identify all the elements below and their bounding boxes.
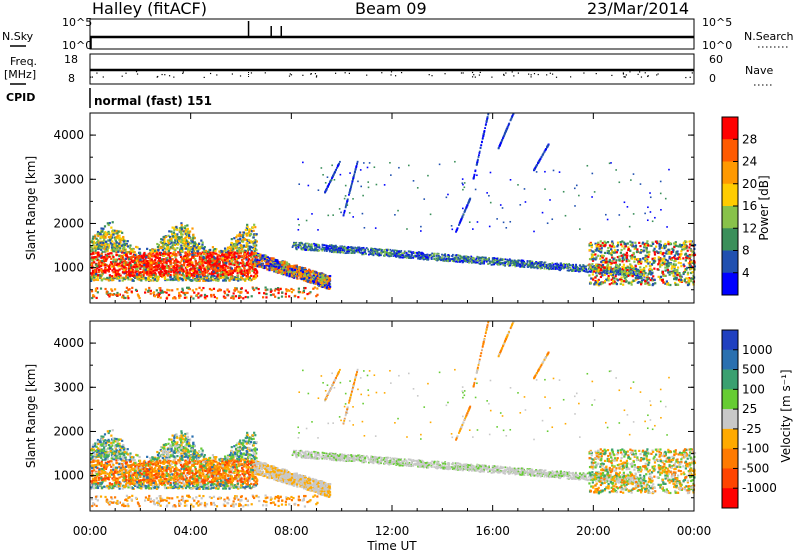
colorbar-swatch [722,369,738,390]
velocity-colorbar: 1000 500 100 25 -25 -100 -500 -1000 [721,329,777,509]
colorbar-tick-label: 100 [742,382,765,396]
x-tick-label: 00:00 [677,524,712,538]
colorbar-tick-label: 24 [742,155,757,169]
nave-tick-bottom: 0 [709,72,716,85]
y-tick-label: 1000 [53,261,84,275]
colorbar-swatch [722,409,738,430]
y-tick-label: 1000 [53,469,84,483]
velocity-colorbar-label: Velocity [m s⁻¹] [779,369,793,462]
nsearch-tick-top: 10^5 [702,16,732,29]
colorbar-swatch [722,272,738,296]
nsky-tick-top: 10^5 [62,16,92,29]
cpid-label: CPID [6,91,35,104]
x-tick-label: 04:00 [173,524,208,538]
colorbar-tick-label: 8 [742,244,750,258]
colorbar-tick-label: 500 [742,363,765,377]
nsky-trace [90,21,694,49]
colorbar-swatch [722,250,738,274]
colorbar-tick-label: 12 [742,221,757,235]
y-tick-label: 3000 [53,172,84,186]
freq-label: Freq. [10,55,37,68]
cpid-value: normal (fast) 151 [94,94,212,108]
y-tick-label: 2000 [53,424,84,438]
velocity-y-ticks: 1000 2000 3000 4000 [53,320,694,499]
x-tick-label: 16:00 [475,524,510,538]
nsky-tick-bottom: 10^0 [62,39,92,52]
freq-unit: [MHz] [4,68,36,81]
colorbar-swatch [722,228,738,251]
nave-label: Nave [745,64,773,77]
x-tick-label: 20:00 [576,524,611,538]
freq-trace [90,68,694,79]
colorbar-tick-label: 1000 [742,343,773,357]
power-colorbar-label: Power [dB] [757,175,771,240]
freq-tick-bottom: 8 [68,72,75,85]
colorbar-tick-label: 20 [742,177,757,191]
date-title: 23/Mar/2014 [587,0,689,18]
velocity-data [90,320,697,508]
colorbar-tick-label: 4 [742,266,750,280]
colorbar-swatch [722,468,738,489]
power-colorbar: 28 24 20 16 12 8 4 [721,116,757,296]
y-tick-label: 2000 [53,216,84,230]
colorbar-tick-label: 16 [742,199,757,213]
power-y-ticks: 1000 2000 3000 4000 [53,112,694,291]
x-tick-label: 00:00 [73,524,108,538]
power-ylabel: Slant Range [km] [24,156,38,260]
colorbar-swatch [722,389,738,410]
nave-tick-top: 60 [709,53,723,66]
x-tick-label: 12:00 [375,524,410,538]
freq-panel: Freq. [MHz] 18 8 60 0 Nave [4,53,773,86]
station-title: Halley (fitACF) [92,0,207,18]
beam-title: Beam 09 [355,0,427,18]
x-tick-label: 08:00 [274,524,309,538]
colorbar-swatch [722,428,738,449]
colorbar-swatch [722,117,738,140]
power-data [90,112,697,300]
colorbar-tick-label: 25 [742,402,757,416]
colorbar-swatch [722,349,738,370]
colorbar-tick-label: -500 [742,461,769,475]
nsky-panel: 10^5 10^0 N.Sky 10^5 10^0 N.Search [2,16,794,52]
colorbar-swatch [722,161,738,185]
colorbar-swatch [722,183,738,207]
nsearch-tick-bottom: 10^0 [702,39,732,52]
colorbar-tick-label: -25 [742,422,762,436]
y-tick-label: 3000 [53,380,84,394]
velocity-ylabel: Slant Range [km] [24,364,38,468]
velocity-panel: 1000 2000 3000 4000 Slant Range [km] 1000 50… [24,320,793,512]
colorbar-tick-label: 28 [742,132,757,146]
colorbar-swatch [722,330,738,351]
power-panel: 1000 2000 3000 4000 Slant Range [km] 28 24 20… [24,112,771,304]
y-tick-label: 4000 [53,336,84,350]
freq-tick-top: 18 [64,53,78,66]
colorbar-swatch [722,448,738,469]
colorbar-swatch [722,139,738,162]
nsearch-label: N.Search [744,30,794,43]
colorbar-swatch [722,488,738,509]
nsky-label: N.Sky [2,30,34,43]
colorbar-tick-label: -100 [742,442,769,456]
y-tick-label: 4000 [53,128,84,142]
colorbar-swatch [722,206,738,229]
x-axis: 00:00 04:00 08:00 12:00 16:00 20:00 00:00 [73,113,712,538]
colorbar-tick-label: -1000 [742,481,777,495]
x-axis-label: Time UT [366,539,417,553]
